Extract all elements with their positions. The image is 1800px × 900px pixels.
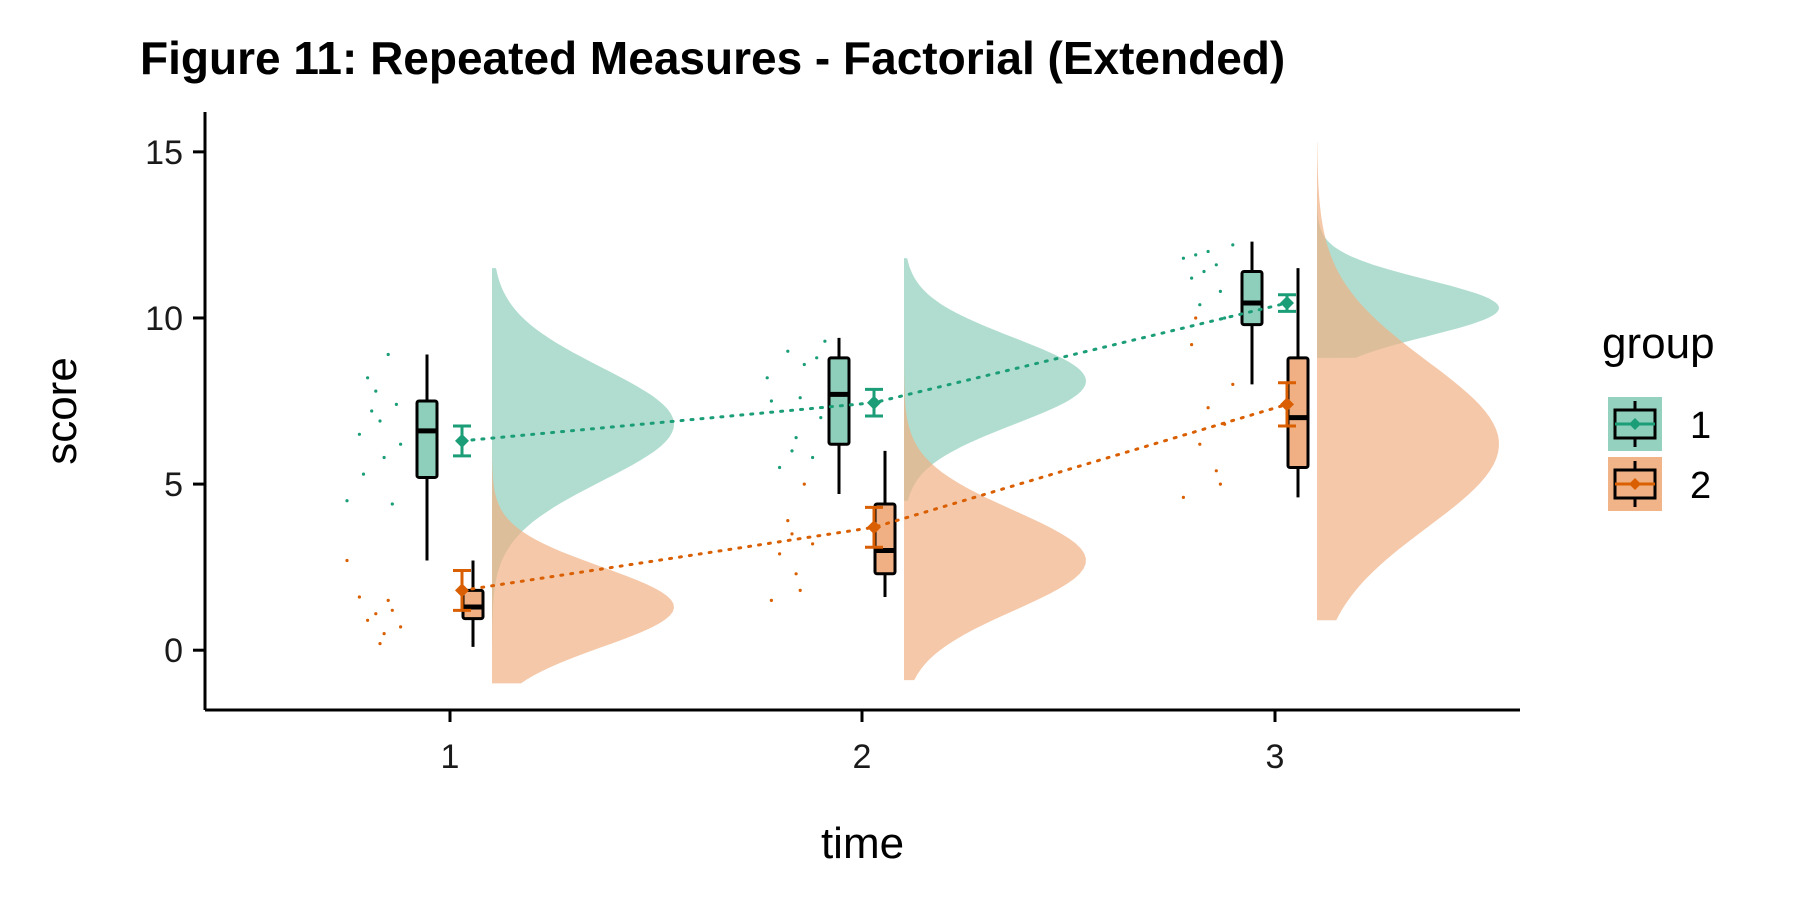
x-tick-label: 3 — [1266, 738, 1285, 776]
density-1-time-1 — [492, 268, 674, 644]
data-point — [1214, 469, 1218, 473]
legend-title: group — [1602, 319, 1715, 368]
data-point — [394, 402, 398, 406]
data-point — [382, 455, 386, 460]
mean-marker — [455, 583, 469, 598]
series-2 — [345, 141, 1499, 684]
legend-item-1: 1 — [1608, 397, 1711, 451]
data-point — [1190, 343, 1194, 347]
data-point — [823, 339, 827, 343]
x-tick-label: 1 — [441, 738, 460, 776]
data-point — [386, 352, 390, 357]
density-2-time-1 — [492, 364, 674, 684]
density-2-time-2 — [904, 274, 1086, 681]
data-point — [790, 449, 794, 453]
data-point — [1190, 276, 1194, 280]
axes: 0 5 10 15 1 2 3 — [145, 112, 1520, 776]
data-point — [1231, 243, 1235, 247]
box-1-time-2 — [827, 356, 851, 446]
x-axis-title: time — [821, 819, 904, 868]
data-point — [390, 608, 394, 612]
data-point — [790, 532, 794, 536]
data-point — [399, 625, 403, 629]
mean-marker — [867, 520, 881, 535]
data-point — [1202, 269, 1206, 274]
data-point — [1231, 382, 1235, 386]
data-point — [390, 502, 394, 506]
data-point — [345, 558, 349, 563]
legend-label: 1 — [1690, 405, 1711, 447]
box-1-time-1 — [415, 399, 439, 479]
mean-marker — [867, 395, 881, 410]
data-point — [765, 376, 769, 380]
data-point — [786, 519, 790, 523]
data-point — [1223, 316, 1227, 320]
legend-key-mean — [1629, 478, 1641, 490]
data-point — [378, 642, 382, 646]
data-point — [374, 389, 378, 393]
legend: group 1 2 — [1602, 319, 1715, 511]
data-point — [366, 376, 370, 380]
data-point — [1181, 495, 1185, 499]
box-2-time-2 — [873, 502, 897, 576]
data-point — [374, 612, 378, 616]
data-point — [786, 349, 790, 353]
x-tick-label: 2 — [853, 738, 872, 776]
mean-marker — [455, 433, 469, 448]
legend-item-2: 2 — [1608, 457, 1711, 511]
box-1-time-3 — [1240, 269, 1264, 327]
data-point — [819, 416, 823, 420]
data-point — [1194, 253, 1198, 257]
mean-line-2 — [460, 402, 1289, 592]
chart-title: Figure 11: Repeated Measures - Factorial… — [140, 32, 1285, 84]
data-point — [378, 419, 382, 423]
y-tick-label: 5 — [164, 466, 183, 504]
data-point — [1218, 289, 1222, 293]
y-tick-label: 15 — [145, 134, 183, 172]
data-point — [1194, 316, 1198, 320]
mean-marker — [1280, 397, 1294, 412]
data-point — [802, 482, 806, 486]
data-point — [1181, 256, 1185, 260]
data-point — [811, 455, 815, 460]
data-point — [778, 465, 782, 470]
data-point — [366, 618, 370, 622]
data-point — [386, 598, 390, 603]
data-point — [399, 442, 403, 446]
box-2-time-3 — [1286, 356, 1310, 469]
data-point — [802, 362, 806, 367]
legend-key-mean — [1629, 418, 1641, 430]
y-tick-label: 10 — [145, 300, 183, 338]
data-point — [357, 595, 361, 599]
mean-marker — [1280, 296, 1294, 311]
data-point — [798, 588, 802, 593]
data-point — [769, 399, 774, 403]
data-point — [1198, 442, 1202, 446]
data-point — [345, 499, 349, 503]
y-tick-label: 0 — [164, 632, 183, 670]
data-point — [1206, 249, 1210, 254]
density-2-time-3 — [1317, 141, 1499, 621]
data-point — [815, 356, 819, 360]
data-point — [794, 436, 798, 440]
data-point — [382, 632, 386, 636]
data-point — [1198, 303, 1202, 307]
data-point — [794, 572, 798, 576]
data-point — [811, 542, 815, 546]
data-point — [361, 472, 366, 476]
data-point — [1206, 406, 1210, 410]
data-point — [769, 598, 774, 603]
plot-area — [345, 141, 1499, 684]
data-point — [778, 552, 782, 556]
data-point — [798, 396, 802, 400]
legend-label: 2 — [1690, 465, 1711, 507]
data-point — [1218, 482, 1222, 486]
data-point — [370, 409, 374, 413]
density-1-time-2 — [904, 258, 1086, 501]
y-axis-title: score — [37, 357, 86, 465]
data-point — [357, 432, 361, 436]
data-point — [1214, 263, 1218, 267]
